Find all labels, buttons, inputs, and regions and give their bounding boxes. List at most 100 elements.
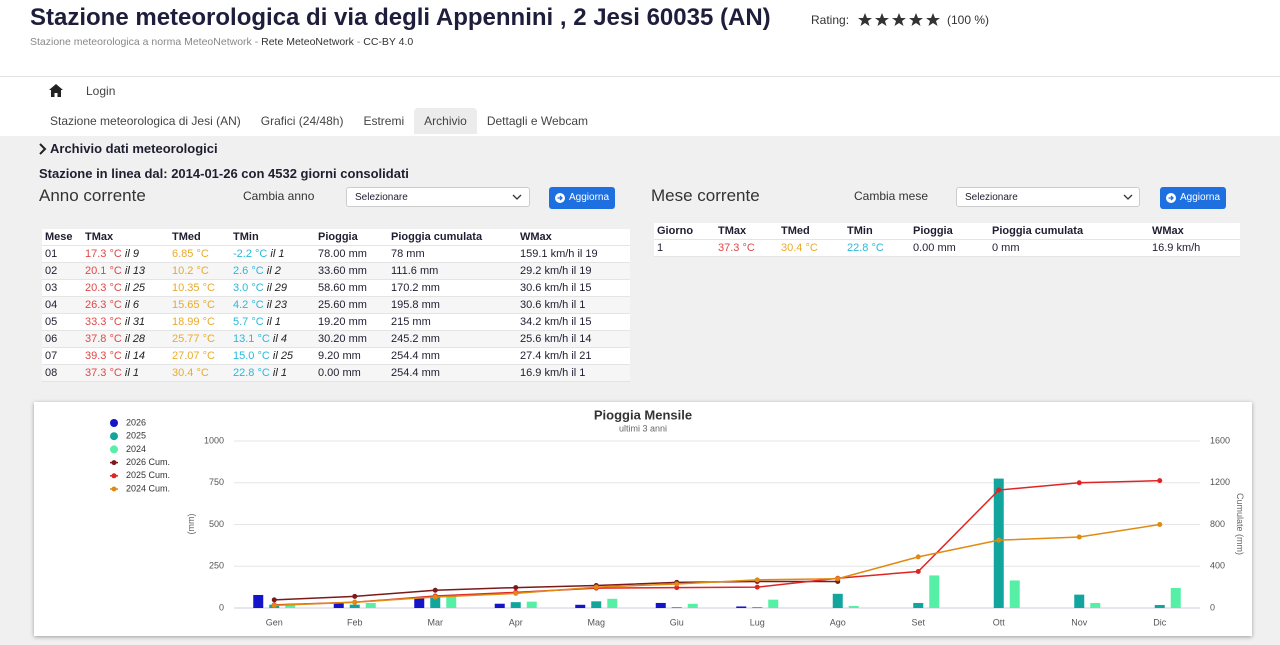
bar xyxy=(591,601,602,608)
x-tick-label: Mar xyxy=(428,617,444,627)
archive-title[interactable]: Archivio dati meteorologici xyxy=(50,141,218,156)
column-header: Pioggia cumulata xyxy=(388,229,517,246)
line-point xyxy=(915,568,921,574)
table-row: 02 20.1 °C il 13 10.2 °C 2.6 °C il 2 33.60 m… xyxy=(42,262,630,280)
select-arrow xyxy=(512,194,522,200)
bar xyxy=(848,605,859,608)
table-cell: 30.6 km/h il 1 xyxy=(517,296,630,314)
separator-text: - xyxy=(254,36,259,48)
cell-day: il 14 xyxy=(124,350,146,362)
y2-tick-label: 1200 xyxy=(1210,477,1230,487)
y-tick-label: 750 xyxy=(209,477,224,487)
cell-value: 3.0 °C xyxy=(233,282,264,294)
month-select[interactable]: Selezionare xyxy=(956,187,1140,207)
line-point xyxy=(352,599,358,605)
bar xyxy=(752,607,763,608)
line-point xyxy=(271,602,277,608)
table-cell: 20.3 °C il 25 xyxy=(82,279,169,297)
x-tick-label: Feb xyxy=(347,617,363,627)
table-cell: 33.60 mm xyxy=(315,262,388,280)
bar xyxy=(929,575,940,608)
table-cell: 01 xyxy=(42,245,82,263)
table-cell: -2.2 °C il 1 xyxy=(230,245,315,263)
bar xyxy=(414,598,425,608)
login-link[interactable]: Login xyxy=(86,84,116,98)
legend-label: 2026 Cum. xyxy=(126,457,170,467)
table-cell: 33.3 °C il 31 xyxy=(82,313,169,331)
nav-tab[interactable]: Dettagli e Webcam xyxy=(486,114,588,128)
license: CC-BY 4.0 xyxy=(363,36,414,48)
cell-value: 26.3 °C xyxy=(85,299,122,311)
line-point xyxy=(996,537,1002,543)
bar xyxy=(1009,580,1020,608)
chart: Pioggia Mensile ultimi 3 anni (mm) Cumul… xyxy=(110,407,1245,627)
table-cell: 22.8 °C il 1 xyxy=(230,364,315,382)
y2-tick-label: 800 xyxy=(1210,519,1225,529)
line-point xyxy=(271,597,277,603)
table-cell: 04 xyxy=(42,296,82,314)
cell-value: -2.2 °C xyxy=(233,248,268,260)
column-header: TMin xyxy=(230,229,315,246)
table-row: 05 33.3 °C il 31 18.99 °C 5.7 °C il 1 19.20 … xyxy=(42,313,630,331)
separator xyxy=(0,76,1280,77)
table-row: 03 20.3 °C il 25 10.35 °C 3.0 °C il 29 58.60… xyxy=(42,279,630,297)
table-cell: 15.0 °C il 25 xyxy=(230,347,315,365)
bar xyxy=(430,597,441,608)
cell-value: 5.7 °C xyxy=(233,316,264,328)
table-cell: 20.1 °C il 13 xyxy=(82,262,169,280)
section-title: Anno corrente xyxy=(39,186,146,205)
table-cell: 02 xyxy=(42,262,82,280)
table-cell: 19.20 mm xyxy=(315,313,388,331)
select-text: Selezionare xyxy=(965,192,1018,203)
table-row: 1 37.3 °C 30.4 °C 22.8 °C 0.00 mm 0 mm 16.9 km… xyxy=(654,239,1240,257)
table-cell: 9.20 mm xyxy=(315,347,388,365)
network-link[interactable]: Rete MeteoNetwork xyxy=(261,36,354,48)
legend-marker xyxy=(111,460,117,466)
bar xyxy=(1090,602,1101,608)
y2-tick-label: 0 xyxy=(1210,602,1215,612)
bar xyxy=(1154,604,1165,608)
section-title: Mese corrente xyxy=(651,186,760,205)
x-tick-label: Gen xyxy=(266,617,283,627)
y2-tick-label: 400 xyxy=(1210,561,1225,571)
table-cell: 30.4 °C xyxy=(778,239,844,257)
table-cell: 30.20 mm xyxy=(315,330,388,348)
update-button[interactable]: Aggiorna xyxy=(1160,187,1227,209)
table-cell: 16.9 km/h xyxy=(1149,239,1240,257)
y-tick-label: 1000 xyxy=(204,435,224,445)
header-row: Mese TMax TMed TMin Pioggia Pioggia cumulata W… xyxy=(42,229,630,246)
nav-tab[interactable]: Grafici (24/48h) xyxy=(260,114,344,128)
update-button[interactable]: Aggiorna xyxy=(549,187,616,209)
cell-day: il 25 xyxy=(272,350,294,362)
table-cell: 111.6 mm xyxy=(388,262,517,280)
table-cell: 245.2 mm xyxy=(388,330,517,348)
line-point xyxy=(432,587,438,593)
table-cell: 08 xyxy=(42,364,82,382)
column-header: WMax xyxy=(517,229,630,246)
table-cell: 26.3 °C il 6 xyxy=(82,296,169,314)
cell-value: 37.3 °C xyxy=(85,367,122,379)
line-point xyxy=(352,593,358,599)
line-point xyxy=(513,585,519,591)
line-point xyxy=(1076,534,1082,540)
line-point xyxy=(593,584,599,590)
bar xyxy=(687,603,698,608)
x-tick-label: Set xyxy=(911,617,925,627)
cell-day: il 1 xyxy=(124,367,139,379)
nav-tab[interactable]: Stazione meteorologica di Jesi (AN) xyxy=(50,114,241,128)
select-text: Selezionare xyxy=(355,192,408,203)
cell-day: il 29 xyxy=(266,282,287,294)
table-cell: 15.65 °C xyxy=(169,296,230,314)
year-select[interactable]: Selezionare xyxy=(346,187,530,207)
x-tick-label: Ott xyxy=(993,617,1006,627)
chart-title: Pioggia Mensile xyxy=(594,407,692,422)
cell-day: il 1 xyxy=(270,248,285,260)
button-icon xyxy=(555,193,565,203)
nav-tab[interactable]: Estremi xyxy=(363,114,405,128)
column-header: TMax xyxy=(715,223,778,240)
nav-tab[interactable]: Archivio xyxy=(414,108,477,134)
rating-value: (100 %) xyxy=(947,13,990,27)
home-icon[interactable] xyxy=(49,84,63,97)
table-cell: 05 xyxy=(42,313,82,331)
cell-value: 13.1 °C xyxy=(233,333,270,345)
